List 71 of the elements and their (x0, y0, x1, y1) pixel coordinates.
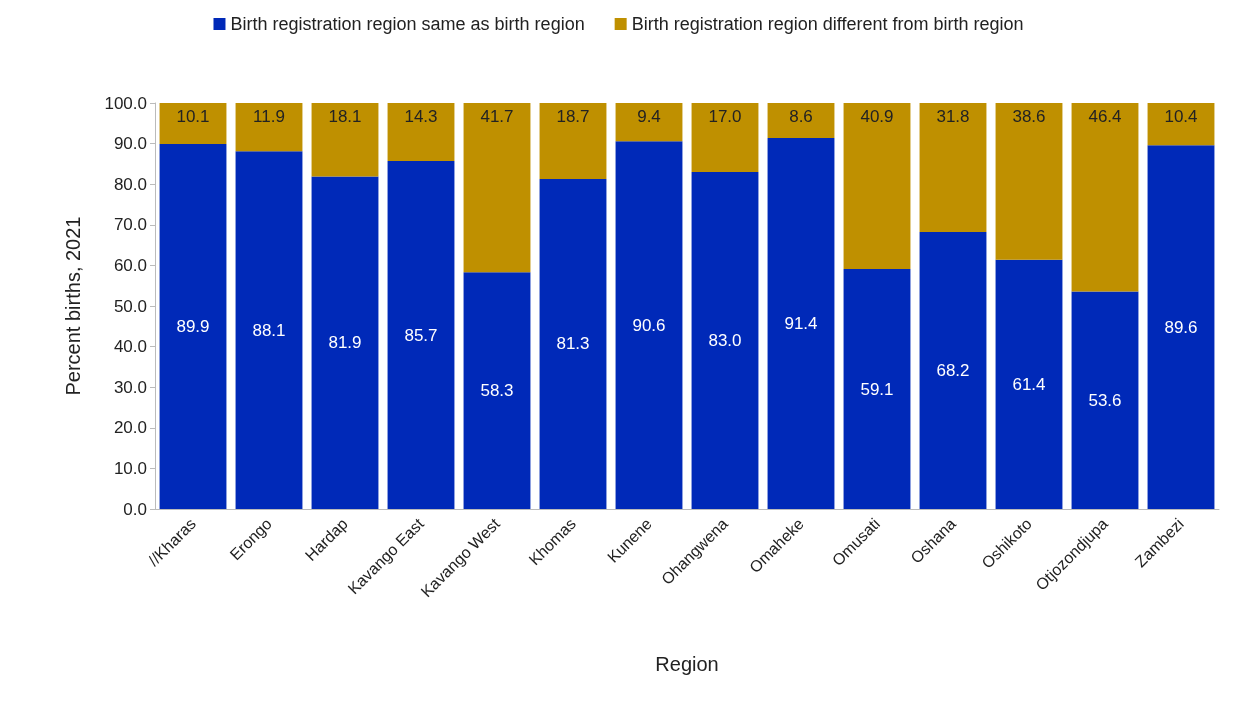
bar (1071, 103, 1139, 292)
bar (843, 269, 911, 509)
data-label: 18.7 (556, 107, 590, 126)
data-label: 61.4 (1012, 374, 1046, 394)
bar (767, 137, 835, 509)
bar (1147, 145, 1215, 509)
data-label: 91.4 (784, 313, 818, 333)
data-label: 81.3 (556, 334, 590, 354)
bar (995, 103, 1063, 260)
data-label: 46.4 (1088, 107, 1122, 126)
data-label: 38.6 (1012, 107, 1046, 126)
bar (311, 176, 379, 509)
bar (1147, 103, 1215, 146)
y-tick-label: 70.0 (113, 215, 147, 235)
data-label: 68.2 (936, 361, 970, 381)
bar (615, 141, 683, 509)
bar (159, 103, 227, 145)
data-label: 18.1 (328, 107, 362, 126)
data-label: 81.9 (328, 333, 362, 353)
bar (691, 103, 759, 173)
bar (539, 103, 607, 179)
data-label: 88.1 (252, 320, 286, 340)
data-label: 9.4 (637, 107, 661, 126)
y-tick-label: 90.0 (113, 134, 147, 154)
data-label: 11.9 (253, 107, 285, 126)
bar (539, 178, 607, 509)
data-label: 17.0 (708, 107, 742, 126)
data-label: 89.9 (176, 317, 210, 336)
bar (615, 103, 683, 142)
y-tick-label: 20.0 (113, 418, 147, 438)
data-label: 59.1 (860, 379, 894, 399)
data-label: 90.6 (632, 315, 666, 335)
y-tick-label: 40.0 (113, 337, 147, 357)
bar (767, 103, 835, 138)
legend-label: Birth registration region different from birth region (631, 14, 1024, 34)
data-label: 83.0 (708, 331, 742, 351)
data-label: 31.8 (936, 107, 970, 126)
bar (843, 103, 911, 270)
data-label: 14.3 (404, 107, 438, 126)
y-tick-label: 0.0 (123, 499, 147, 519)
data-label: 40.9 (860, 107, 894, 126)
x-axis-title: Region (655, 653, 719, 675)
y-tick-label: 30.0 (113, 377, 147, 397)
bar (691, 172, 759, 509)
bar (311, 103, 379, 177)
bar (463, 272, 531, 509)
data-label: 85.7 (404, 325, 438, 345)
y-axis-title: Percent births, 2021 (62, 216, 84, 396)
data-label: 89.6 (1164, 317, 1198, 337)
data-label: 10.4 (1164, 107, 1198, 126)
bar (995, 259, 1063, 509)
bar (1071, 291, 1139, 509)
data-label: 58.3 (480, 381, 514, 401)
data-label: 41.7 (480, 107, 514, 126)
bar (919, 232, 987, 509)
legend-label: Birth registration region same as birth region (230, 14, 585, 34)
data-label: 8.6 (789, 107, 813, 126)
data-label: 53.6 (1088, 390, 1122, 410)
bar (387, 161, 455, 509)
y-tick-label: 10.0 (113, 458, 147, 478)
bar (159, 144, 227, 509)
bar (463, 103, 531, 273)
bar (919, 103, 987, 233)
y-tick-label: 50.0 (113, 296, 147, 316)
bar (235, 151, 303, 509)
bar (387, 103, 455, 162)
y-tick-label: 80.0 (113, 174, 147, 194)
bar (235, 103, 303, 152)
data-label: 10.1 (176, 107, 210, 126)
y-tick-label: 60.0 (113, 255, 147, 275)
y-tick-label: 100.0 (104, 93, 147, 113)
